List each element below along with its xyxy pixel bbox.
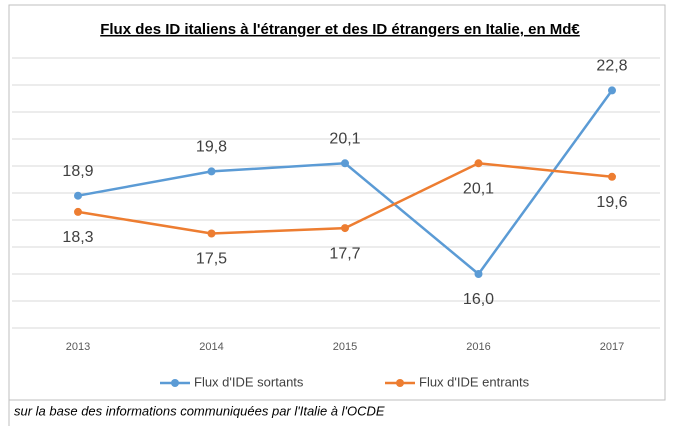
chart-frame: [8, 4, 666, 401]
data-point: [207, 167, 216, 176]
data-point: [474, 159, 483, 168]
legend-marker: [396, 379, 404, 387]
data-point: [74, 191, 82, 200]
data-label: 22,8: [596, 58, 627, 75]
data-label: 16,0: [463, 291, 494, 308]
data-label: 17,5: [196, 251, 227, 268]
data-label: 19,8: [196, 139, 227, 156]
x-tick-label: 2014: [199, 341, 223, 353]
x-tick-label: 2017: [600, 341, 624, 353]
data-point: [608, 172, 616, 181]
data-point: [207, 229, 216, 238]
legend-label: Flux d'IDE sortants: [194, 374, 304, 389]
x-tick-label: 2016: [466, 341, 490, 353]
data-label: 17,7: [329, 245, 360, 262]
legend-label: Flux d'IDE entrants: [419, 374, 530, 389]
footnote: sur la base des informations communiquée…: [14, 403, 385, 418]
data-point: [608, 86, 616, 95]
legend-marker: [171, 379, 179, 387]
x-tick-label: 2013: [66, 341, 90, 353]
data-point: [341, 159, 349, 168]
data-label: 19,6: [596, 194, 627, 211]
data-label: 18,9: [62, 163, 93, 180]
data-label: 20,1: [463, 181, 494, 198]
data-point: [341, 224, 349, 233]
data-label: 20,1: [329, 131, 360, 148]
data-point: [74, 207, 82, 216]
x-tick-label: 2015: [333, 341, 357, 353]
data-label: 18,3: [62, 229, 93, 246]
chart-title: Flux des ID italiens à l'étranger et des…: [100, 21, 580, 38]
data-point: [474, 270, 483, 278]
